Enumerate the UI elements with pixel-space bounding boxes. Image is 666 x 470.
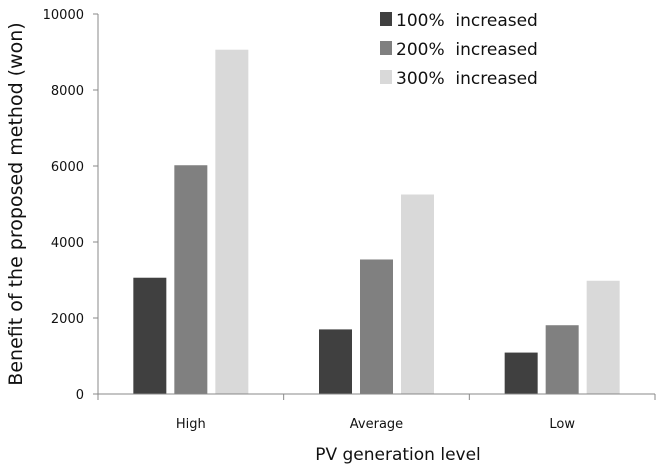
y-tick-label: 10000 (43, 8, 84, 23)
bar (401, 194, 434, 394)
bar (319, 329, 352, 394)
bar (504, 352, 538, 394)
legend-swatch (380, 70, 392, 84)
y-tick-label: 4000 (51, 236, 84, 251)
y-tick-label: 2000 (51, 312, 84, 327)
x-tick-label: Low (549, 417, 575, 432)
legend: 100% increased 200% increased 300% increas… (380, 11, 538, 89)
bar (133, 277, 167, 394)
legend-label: 100% increased (396, 11, 538, 31)
legend-swatch (380, 12, 392, 26)
y-ticks-group: 0 2000 4000 6000 8000 10000 (43, 8, 98, 403)
axes-group (97, 14, 655, 395)
y-tick-label: 8000 (51, 84, 84, 99)
y-tick-label: 6000 (51, 160, 84, 175)
bar (174, 165, 208, 394)
bars-group (133, 49, 620, 394)
y-axis-title: Benefit of the proposed method (won) (5, 22, 27, 385)
x-ticks-group: High Average Low (97, 394, 656, 432)
bar (586, 280, 620, 394)
bar (545, 325, 579, 394)
bar (215, 49, 249, 394)
legend-swatch (380, 41, 392, 55)
x-tick-label: Average (350, 417, 403, 432)
legend-label: 200% increased (396, 40, 538, 60)
legend-label: 300% increased (396, 69, 538, 89)
y-tick-label: 0 (76, 388, 84, 403)
x-axis-title: PV generation level (315, 445, 481, 465)
bar (360, 259, 393, 394)
x-tick-label: High (176, 417, 206, 432)
